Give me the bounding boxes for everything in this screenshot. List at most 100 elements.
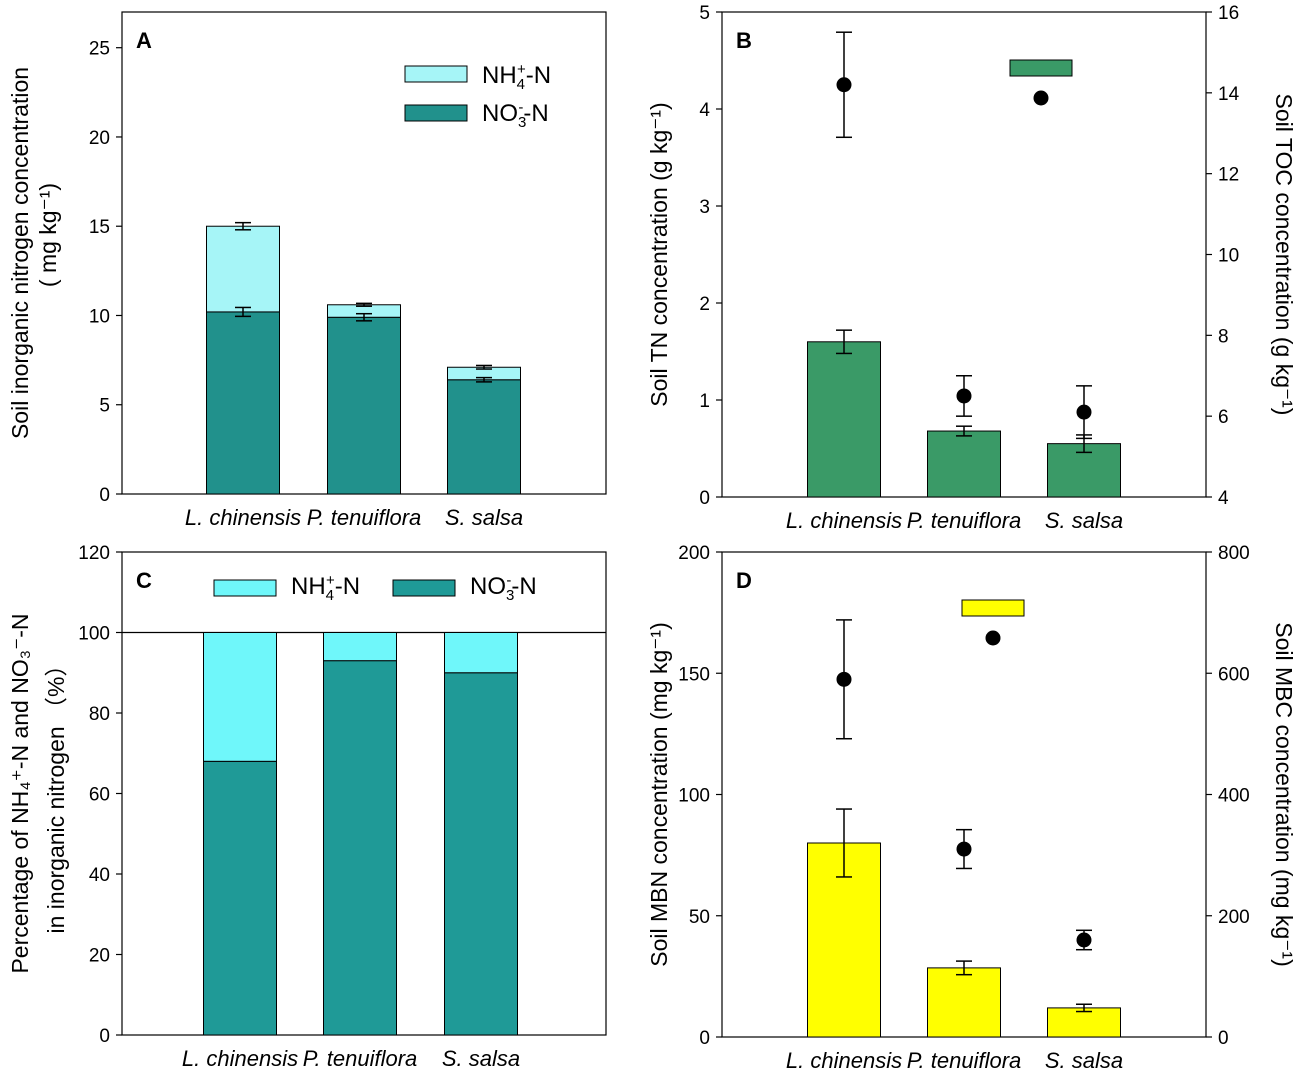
y-axis-tick-label: 15 [89, 217, 110, 238]
y-axis-left-tick-label: 3 [699, 197, 710, 218]
bar-no3-s-salsa [447, 379, 521, 495]
error-bar-mbn [956, 960, 972, 976]
panel-letter: D [736, 568, 752, 593]
point-toc-l-chinensis [836, 77, 852, 93]
panel-letter: B [736, 28, 752, 53]
y-axis-right-tick-label: 600 [1218, 664, 1250, 685]
y-axis-left-tick-label: 2 [699, 294, 710, 315]
y-axis-tick-label: 5 [99, 396, 110, 417]
panel-letter: A [136, 28, 152, 53]
legend-swatch-no3 [404, 104, 468, 122]
category-label-s-salsa: S. salsa [1045, 1048, 1123, 1073]
plot-frame [721, 11, 1207, 498]
y-axis-left-tick-label: 150 [678, 664, 710, 685]
y-axis-tick-label: 10 [89, 306, 110, 327]
category-label-l-chinensis: L. chinensis [182, 1046, 298, 1071]
legend-swatch-no3 [392, 579, 456, 597]
panel-b: B L. chinensis P. tenuiflora S. salsa 0 1 2 3 4 5… [646, 3, 1297, 533]
y-axis-tick-label: 120 [78, 543, 110, 564]
category-label-s-salsa: S. salsa [1045, 508, 1123, 533]
y-axis-right-title: Soil TOC concentration (g kg⁻¹) [1271, 94, 1297, 416]
category-label-p-tenuiflora: P. tenuiflora [907, 508, 1022, 533]
legend-swatch-nh4 [213, 579, 277, 597]
y-axis-left-tick-label: 5 [699, 3, 710, 24]
bar-nh4-l-chinensis [206, 225, 280, 313]
legend-swatch-nh4 [404, 65, 468, 83]
y-axis-left-title: Soil TN concentration (g kg⁻¹) [646, 102, 672, 406]
y-axis-right-tick-label: 8 [1218, 326, 1229, 347]
error-bar-mbn [836, 808, 852, 878]
legend-label-nh4: NH4+-N [482, 61, 551, 93]
bar-no3-s-salsa [444, 672, 518, 1036]
error-bar-mbn [1076, 1003, 1092, 1013]
error-bar-nh4 [235, 221, 251, 231]
y-axis-right-tick-label: 4 [1218, 488, 1229, 509]
bar-no3-p-tenuiflora [327, 316, 401, 495]
panel-a: A L. chinensis P. tenuiflora S. salsa 0 5 10 15… [7, 11, 607, 530]
point-toc-p-tenuiflora [956, 388, 972, 404]
y-axis-tick-label: 40 [89, 865, 110, 886]
y-axis-left-tick-label: 1 [699, 391, 710, 412]
y-axis-left-tick-label: 100 [678, 786, 710, 807]
y-axis-right-tick-label: 400 [1218, 786, 1250, 807]
y-axis-title: Percentage of NH₄⁺-N and NO₃⁻-N [7, 613, 33, 973]
legend [961, 599, 1025, 646]
y-axis-left-tick-label: 0 [699, 1028, 710, 1049]
error-bar-no3 [476, 376, 492, 383]
y-axis-right-tick-label: 800 [1218, 543, 1250, 564]
category-label-l-chinensis: L. chinensis [185, 505, 301, 530]
legend: NH4+-N NO3--N [404, 61, 551, 131]
legend-swatch-tn [1009, 59, 1073, 77]
panel-d: D L. chinensis P. tenuiflora S. salsa 0 50 100… [646, 543, 1297, 1073]
y-axis-right-tick-label: 6 [1218, 407, 1229, 428]
bar-no3-p-tenuiflora [323, 660, 397, 1036]
y-axis-left-tick-label: 0 [699, 488, 710, 509]
point-mbc-l-chinensis [836, 671, 852, 687]
point-toc-s-salsa [1076, 404, 1092, 420]
legend-label-no3: NO3--N [470, 572, 537, 604]
y-axis-left-tick-label: 200 [678, 543, 710, 564]
category-label-s-salsa: S. salsa [442, 1046, 520, 1071]
y-axis-right-tick-label: 10 [1218, 246, 1239, 267]
category-label-l-chinensis: L. chinensis [786, 1048, 902, 1073]
y-axis-tick-label: 25 [89, 39, 110, 60]
legend-marker-toc [1033, 90, 1049, 106]
legend [1009, 59, 1073, 106]
y-axis-right-tick-label: 0 [1218, 1028, 1229, 1049]
bar-mbn-p-tenuiflora [927, 967, 1001, 1038]
legend: NH4+-N NO3--N [213, 572, 537, 604]
error-bar-no3 [235, 306, 251, 318]
category-label-s-salsa: S. salsa [445, 505, 523, 530]
y-axis-tick-label: 0 [99, 1026, 110, 1047]
bar-tn-p-tenuiflora [927, 430, 1001, 498]
error-bar-tn [956, 425, 972, 437]
y-axis-left-tick-label: 50 [689, 907, 710, 928]
error-bar-nh4 [476, 364, 492, 370]
legend-swatch-mbn [961, 599, 1025, 617]
y-axis-tick-label: 80 [89, 704, 110, 725]
error-bar-tn [836, 329, 852, 355]
bar-nh4-l-chinensis [203, 632, 277, 762]
category-label-l-chinensis: L. chinensis [786, 508, 902, 533]
y-axis-subtitle: in inorganic nitrogen （%） [43, 654, 69, 934]
category-label-p-tenuiflora: P. tenuiflora [307, 505, 422, 530]
bar-tn-l-chinensis [807, 341, 881, 498]
y-axis-tick-label: 20 [89, 128, 110, 149]
legend-marker-mbc [985, 630, 1001, 646]
legend-label-no3: NO3--N [482, 99, 549, 131]
bar-no3-l-chinensis [206, 311, 280, 495]
legend-label-nh4: NH4+-N [291, 572, 360, 604]
error-bar-no3 [356, 312, 372, 322]
point-mbc-p-tenuiflora [956, 841, 972, 857]
panel-letter: C [136, 568, 152, 593]
y-axis-tick-label: 100 [78, 624, 110, 645]
y-axis-left-tick-label: 4 [699, 100, 710, 121]
y-axis-right-tick-label: 14 [1218, 84, 1240, 105]
error-bar-nh4 [356, 302, 372, 307]
bar-no3-l-chinensis [203, 760, 277, 1036]
bar-mbn-s-salsa [1047, 1007, 1121, 1038]
y-axis-unit: ( mg kg⁻¹) [35, 183, 61, 287]
y-axis-right-tick-label: 200 [1218, 907, 1250, 928]
y-axis-left-title: Soil MBN concentration (mg kg⁻¹) [646, 622, 672, 966]
